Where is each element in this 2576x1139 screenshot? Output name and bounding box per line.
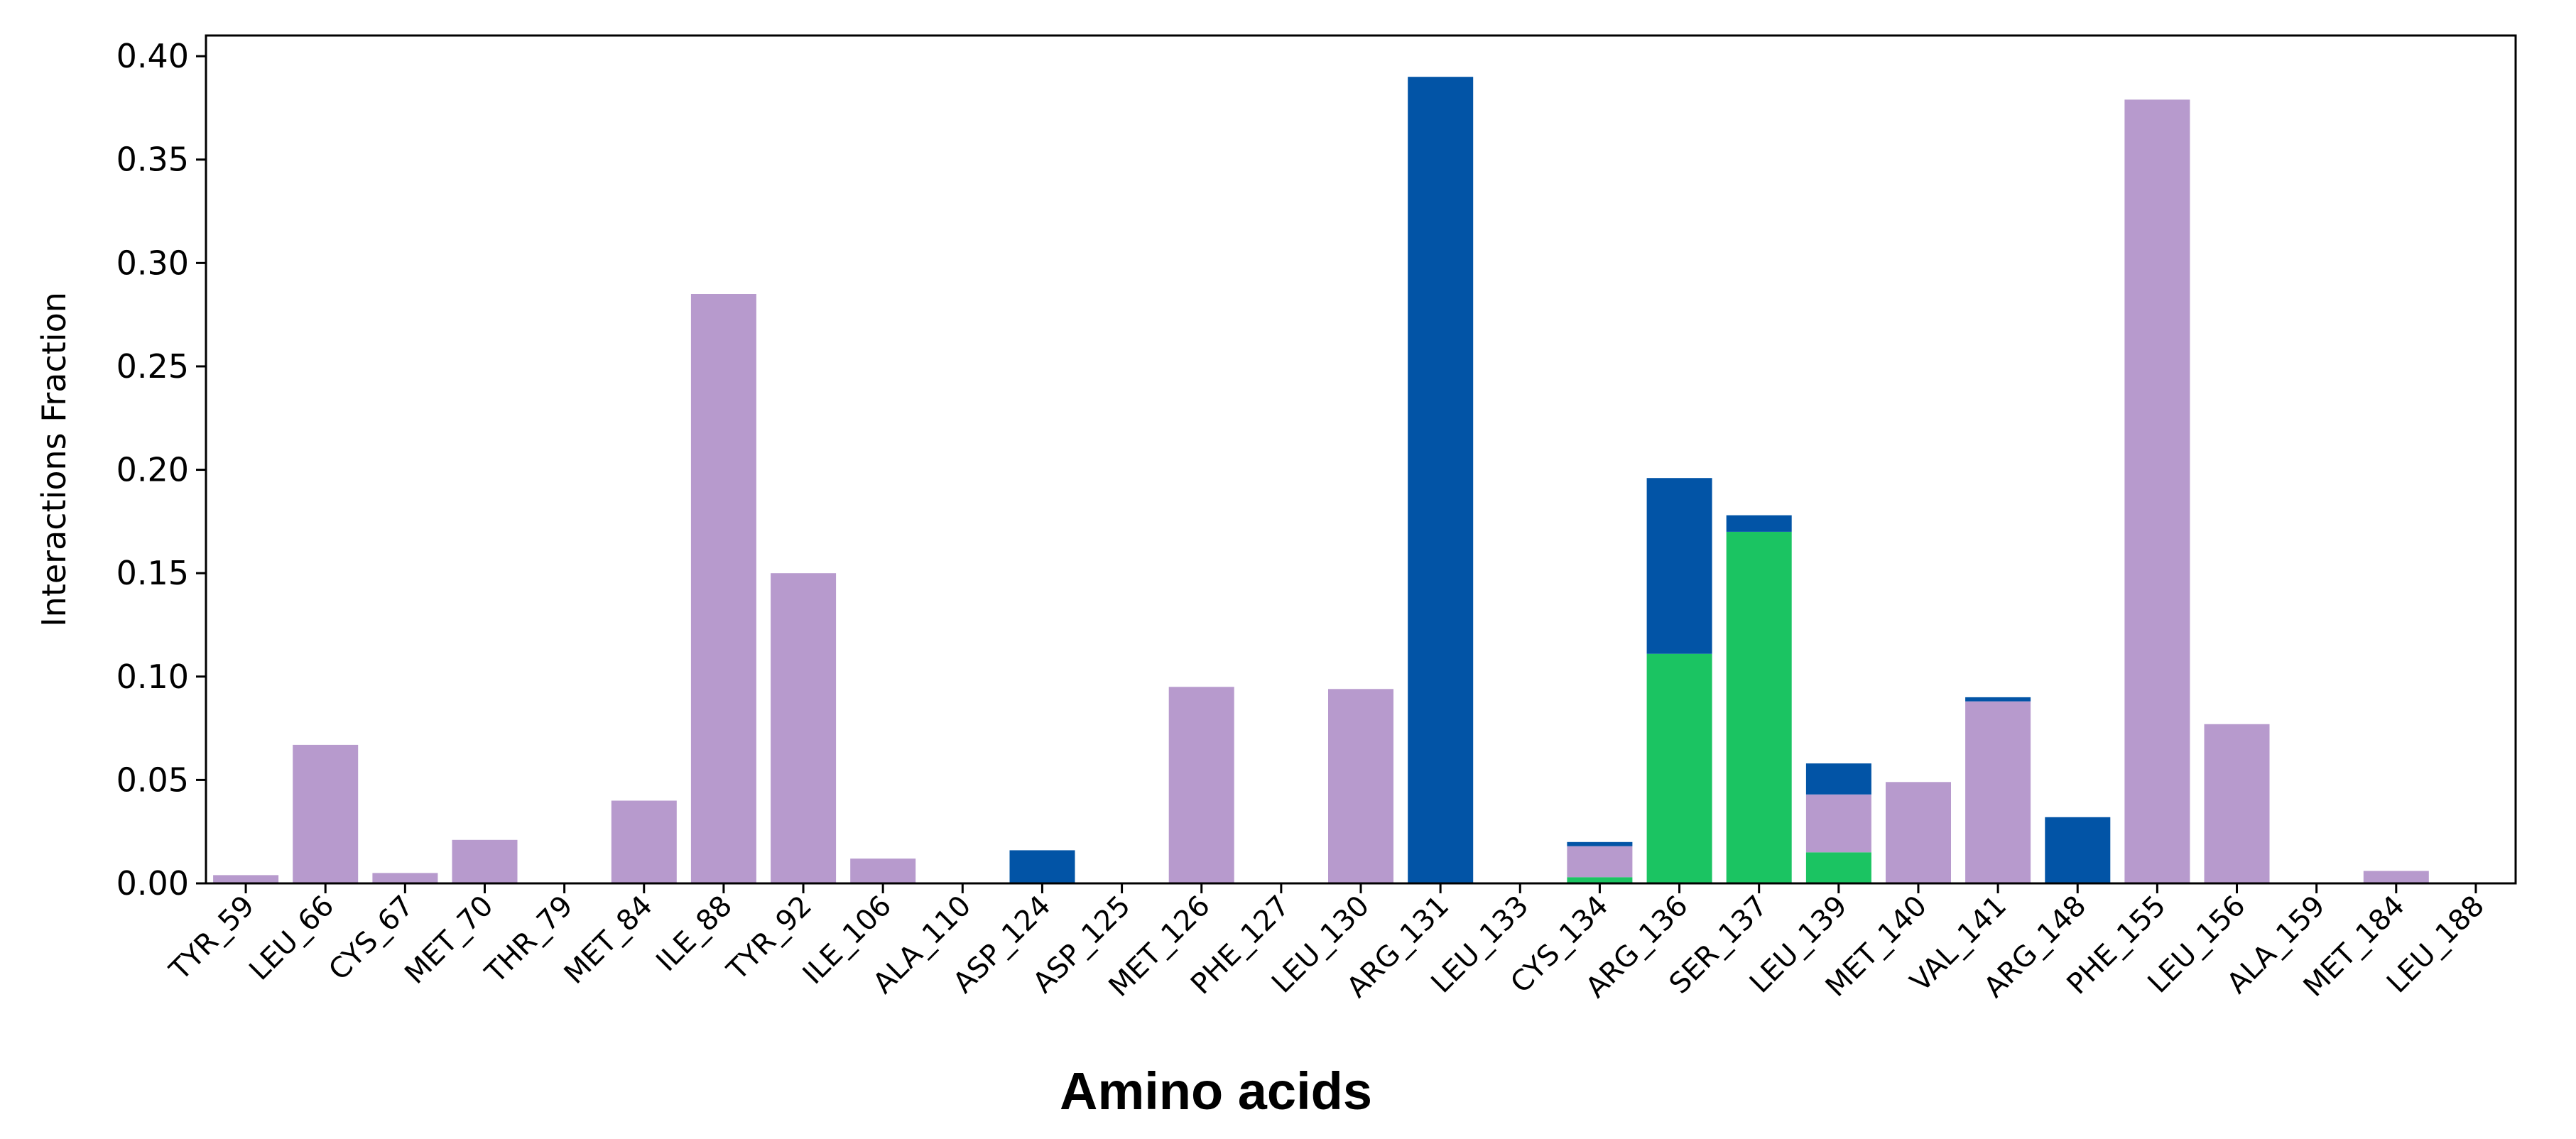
x-tick-label: THR_79 (479, 890, 580, 991)
y-tick-label: 0.20 (116, 451, 189, 489)
bar-segment-leu-66-s2 (293, 744, 359, 883)
bar-segment-ile-106-s2 (850, 859, 916, 883)
bar-segment-leu-130-s2 (1328, 689, 1393, 883)
x-tick-label: MET_70 (398, 890, 499, 991)
x-tick-label: TYR_59 (163, 890, 261, 988)
bar-segment-cys-134-s1 (1567, 877, 1633, 883)
y-tick-label: 0.35 (116, 141, 189, 179)
y-tick-label: 0.05 (116, 761, 189, 799)
bar-segment-tyr-92-s2 (771, 573, 837, 883)
x-tick-label: MET_84 (558, 890, 659, 991)
x-axis-title: Amino acids (1060, 1062, 1372, 1121)
bar-segment-arg-136-s3 (1646, 478, 1712, 654)
y-tick-label: 0.10 (116, 658, 189, 696)
bar-segment-met-140-s2 (1886, 782, 1951, 883)
bar-segment-leu-139-s2 (1805, 794, 1871, 853)
bars-group (213, 77, 2429, 884)
bar-segment-cys-67-s2 (372, 873, 438, 883)
bar-segment-ser-137-s1 (1726, 531, 1792, 883)
bar-segment-ser-137-s3 (1726, 515, 1792, 532)
bar-segment-ile-88-s2 (690, 294, 756, 883)
bar-segment-arg-148-s3 (2045, 817, 2111, 883)
bar-segment-arg-136-s1 (1646, 653, 1712, 883)
bar-segment-val-141-s2 (1965, 701, 2031, 883)
bar-segment-tyr-59-s2 (213, 875, 279, 883)
y-tick-label: 0.30 (116, 244, 189, 282)
bar-segment-met-126-s2 (1168, 687, 1234, 883)
bar-segment-leu-139-s1 (1805, 852, 1871, 883)
bar-segment-arg-131-s3 (1408, 77, 1474, 884)
bar-segment-leu-156-s2 (2204, 724, 2270, 883)
bar-segment-val-141-s3 (1965, 697, 2031, 702)
x-axis: TYR_59LEU_66CYS_67MET_70THR_79MET_84ILE_… (163, 883, 2491, 1004)
bar-segment-asp-124-s3 (1009, 850, 1075, 883)
y-axis-title: Interactions Fraction (35, 292, 73, 627)
y-tick-label: 0.00 (116, 864, 189, 903)
y-tick-label: 0.40 (116, 37, 189, 75)
bar-segment-cys-134-s2 (1567, 846, 1633, 878)
y-axis: 0.00 0.05 0.10 0.15 0.20 0.25 0.30 0.35 0.40 (116, 37, 206, 903)
bar-segment-cys-134-s3 (1567, 841, 1633, 846)
y-tick-label: 0.15 (116, 554, 189, 592)
y-tick-label: 0.25 (116, 347, 189, 386)
bar-segment-met-70-s2 (452, 839, 518, 883)
bar-segment-met-184-s2 (2363, 871, 2429, 883)
x-tick-label: LEU_66 (243, 890, 340, 987)
bar-segment-leu-139-s3 (1805, 763, 1871, 795)
bar-segment-met-84-s2 (611, 800, 677, 883)
bar-segment-phe-155-s2 (2124, 99, 2190, 883)
